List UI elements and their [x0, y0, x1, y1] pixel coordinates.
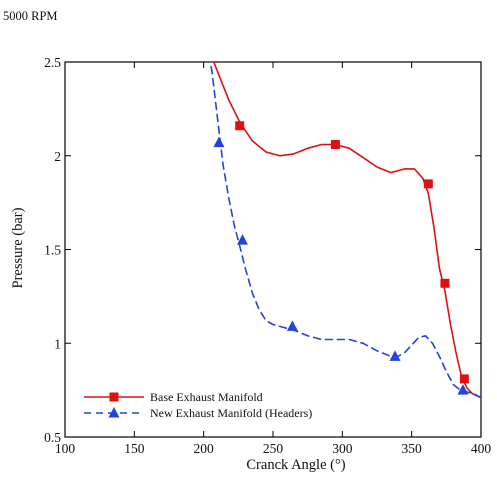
series-2-marker: [236, 234, 248, 245]
x-axis-title: Cranck Angle (°): [246, 457, 345, 473]
series-line-1: [212, 62, 481, 399]
series-2-marker: [389, 350, 401, 361]
plot-area: [209, 62, 481, 399]
series-2-marker: [213, 136, 225, 148]
x-tick-label: 300: [332, 441, 353, 456]
x-tick-label: 400: [471, 441, 492, 456]
series-1-marker: [330, 140, 340, 149]
x-tick-label: 250: [263, 441, 284, 456]
x-tick-label: 150: [124, 441, 145, 456]
chart-caption: 5000 RPM: [3, 9, 58, 23]
legend-marker-2: [108, 407, 120, 418]
series-1-marker: [459, 374, 469, 384]
series-2-marker: [286, 320, 298, 331]
legend-marker-1: [109, 392, 119, 402]
series-line-2: [209, 62, 481, 399]
x-tick-label: 100: [55, 441, 76, 456]
series-2-marker: [457, 384, 469, 395]
x-tick-label: 350: [402, 441, 423, 456]
y-axis-title: Pressure (bar): [10, 207, 26, 288]
y-tick-label: 1.5: [44, 243, 61, 258]
legend: Base Exhaust Manifold New Exhaust Manifol…: [84, 390, 312, 420]
legend-label-2: New Exhaust Manifold (Headers): [150, 406, 312, 420]
y-tick-label: 0.5: [44, 430, 61, 445]
series-1-marker: [235, 121, 245, 131]
series-1-marker: [440, 278, 450, 288]
legend-label-1: Base Exhaust Manifold: [150, 390, 263, 404]
y-tick-label: 2.5: [44, 55, 61, 70]
y-tick-label: 1: [54, 336, 61, 351]
y-tick-label: 2: [54, 149, 61, 164]
plot-frame: [64, 61, 482, 438]
series-1-marker: [423, 179, 433, 189]
x-tick-label: 200: [194, 441, 215, 456]
